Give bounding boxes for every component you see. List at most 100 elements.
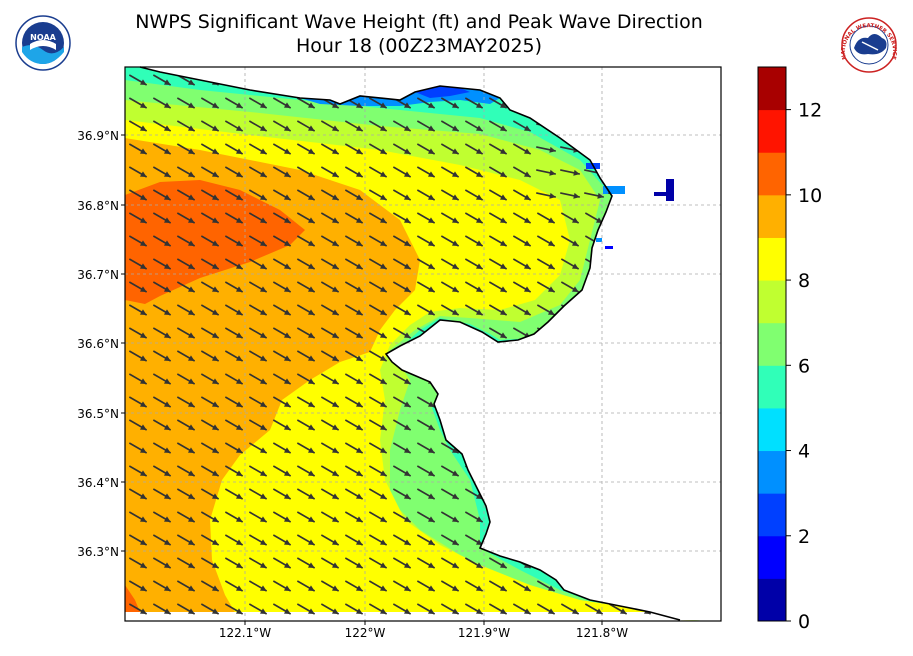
direction-arrow bbox=[368, 557, 388, 569]
direction-arrow bbox=[440, 97, 460, 109]
colorbar-tick-label: 0 bbox=[798, 611, 810, 633]
direction-arrow bbox=[440, 580, 460, 592]
direction-arrow bbox=[224, 534, 244, 546]
direction-arrow bbox=[296, 580, 316, 592]
direction-arrow bbox=[272, 258, 292, 270]
direction-arrow bbox=[248, 258, 268, 270]
direction-arrow bbox=[296, 603, 316, 615]
direction-arrow bbox=[200, 534, 220, 546]
direction-arrow bbox=[320, 143, 340, 155]
direction-arrow bbox=[392, 603, 412, 615]
direction-arrow bbox=[392, 212, 412, 224]
direction-arrow bbox=[200, 373, 220, 385]
direction-arrow bbox=[560, 258, 580, 270]
direction-arrow bbox=[152, 74, 172, 86]
direction-arrow bbox=[152, 281, 172, 293]
direction-arrow bbox=[344, 166, 364, 178]
direction-arrow bbox=[200, 350, 220, 362]
colorbar-segment bbox=[758, 194, 786, 238]
colorbar-segment bbox=[758, 407, 786, 452]
direction-arrow bbox=[536, 304, 556, 316]
direction-arrow bbox=[368, 373, 388, 385]
direction-arrow bbox=[416, 488, 436, 500]
direction-arrow bbox=[128, 557, 148, 569]
direction-arrow bbox=[128, 74, 148, 86]
direction-arrow bbox=[200, 143, 220, 155]
direction-arrow bbox=[128, 97, 148, 109]
direction-arrow bbox=[272, 166, 292, 178]
direction-arrow bbox=[344, 189, 364, 201]
direction-arrow bbox=[344, 235, 364, 247]
direction-arrow bbox=[128, 327, 148, 339]
direction-arrow bbox=[272, 511, 292, 523]
direction-arrow bbox=[176, 465, 196, 477]
direction-arrow bbox=[392, 534, 412, 546]
direction-arrow bbox=[416, 120, 436, 132]
direction-arrow bbox=[368, 235, 388, 247]
direction-arrow bbox=[152, 143, 172, 155]
direction-arrow bbox=[296, 350, 316, 362]
direction-arrow bbox=[320, 488, 340, 500]
direction-arrow bbox=[176, 235, 196, 247]
direction-arrow bbox=[488, 327, 508, 339]
direction-arrow bbox=[416, 235, 436, 247]
direction-arrow bbox=[512, 166, 532, 178]
direction-arrow bbox=[440, 212, 460, 224]
direction-arrow bbox=[392, 258, 412, 270]
direction-arrow bbox=[200, 120, 220, 132]
direction-arrow bbox=[320, 350, 340, 362]
direction-arrow bbox=[368, 350, 388, 362]
direction-arrow bbox=[560, 192, 580, 199]
direction-arrow bbox=[344, 442, 364, 454]
direction-arrow bbox=[200, 488, 220, 500]
direction-arrow bbox=[128, 373, 148, 385]
direction-arrow bbox=[200, 166, 220, 178]
direction-arrow bbox=[416, 304, 436, 316]
direction-arrow bbox=[344, 396, 364, 408]
direction-arrow bbox=[536, 603, 556, 615]
direction-arrow bbox=[224, 166, 244, 178]
direction-arrow bbox=[368, 603, 388, 615]
direction-arrow bbox=[248, 557, 268, 569]
direction-arrow bbox=[272, 212, 292, 224]
direction-arrow bbox=[320, 166, 340, 178]
direction-arrow bbox=[320, 235, 340, 247]
direction-arrow bbox=[224, 350, 244, 362]
colorbar-segment bbox=[758, 322, 786, 366]
direction-arrow bbox=[464, 580, 484, 592]
direction-arrow bbox=[320, 442, 340, 454]
noaa-logo-text: NOAA bbox=[30, 33, 56, 42]
direction-arrow bbox=[152, 511, 172, 523]
direction-arrow bbox=[248, 488, 268, 500]
direction-arrow bbox=[392, 396, 412, 408]
direction-arrow bbox=[272, 488, 292, 500]
direction-arrow bbox=[488, 557, 508, 569]
direction-arrow bbox=[584, 603, 604, 615]
colorbar-tick-label: 4 bbox=[798, 441, 810, 463]
direction-arrow bbox=[272, 143, 292, 155]
direction-arrow bbox=[392, 189, 412, 201]
direction-arrow bbox=[272, 281, 292, 293]
direction-arrow bbox=[272, 304, 292, 316]
direction-arrow bbox=[560, 169, 580, 176]
direction-arrow bbox=[416, 258, 436, 270]
direction-arrow bbox=[200, 212, 220, 224]
direction-arrow bbox=[128, 511, 148, 523]
direction-arrow bbox=[560, 212, 580, 224]
direction-arrow bbox=[392, 488, 412, 500]
direction-arrow bbox=[224, 327, 244, 339]
direction-arrow bbox=[152, 557, 172, 569]
direction-arrow bbox=[272, 580, 292, 592]
direction-arrow bbox=[392, 235, 412, 247]
lat-label-36-4: 36.4°N bbox=[77, 476, 119, 490]
direction-arrow bbox=[416, 511, 436, 523]
direction-arrow bbox=[320, 189, 340, 201]
direction-arrow bbox=[440, 603, 460, 615]
direction-arrow bbox=[368, 327, 388, 339]
direction-arrow bbox=[440, 557, 460, 569]
direction-arrow bbox=[416, 557, 436, 569]
direction-arrow bbox=[152, 327, 172, 339]
direction-arrow bbox=[224, 304, 244, 316]
direction-arrow bbox=[200, 511, 220, 523]
direction-arrow bbox=[200, 258, 220, 270]
